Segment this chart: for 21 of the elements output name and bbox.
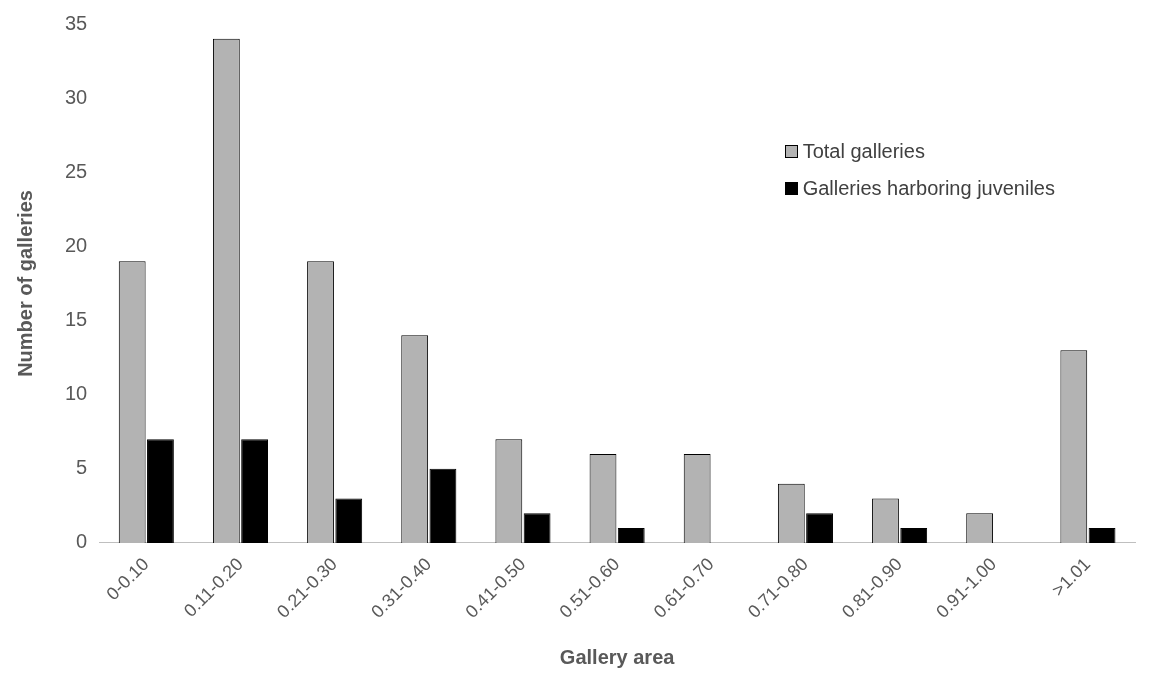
y-tick-label: 10: [65, 382, 88, 405]
y-tick-label: 0: [76, 530, 88, 553]
bar: [429, 468, 457, 543]
y-tick-label: 20: [65, 233, 88, 256]
bar: [335, 498, 363, 543]
legend-label: Galleries harboring juveniles: [802, 177, 1055, 200]
y-tick-label: 35: [65, 11, 88, 34]
bar: [1088, 528, 1116, 543]
bar: [900, 528, 928, 543]
bar: [241, 439, 269, 543]
y-axis-title: Number of galleries: [13, 190, 36, 377]
y-tick-label: 5: [76, 456, 88, 479]
legend-label: Total galleries: [802, 140, 925, 163]
bar: [147, 439, 174, 543]
y-tick-label: 15: [65, 308, 88, 331]
x-axis-title: Gallery area: [559, 645, 676, 668]
bar: [806, 513, 833, 543]
bar: [523, 513, 551, 543]
y-tick-label: 25: [65, 159, 88, 182]
y-tick-label: 30: [65, 85, 88, 108]
bar: [617, 528, 645, 543]
